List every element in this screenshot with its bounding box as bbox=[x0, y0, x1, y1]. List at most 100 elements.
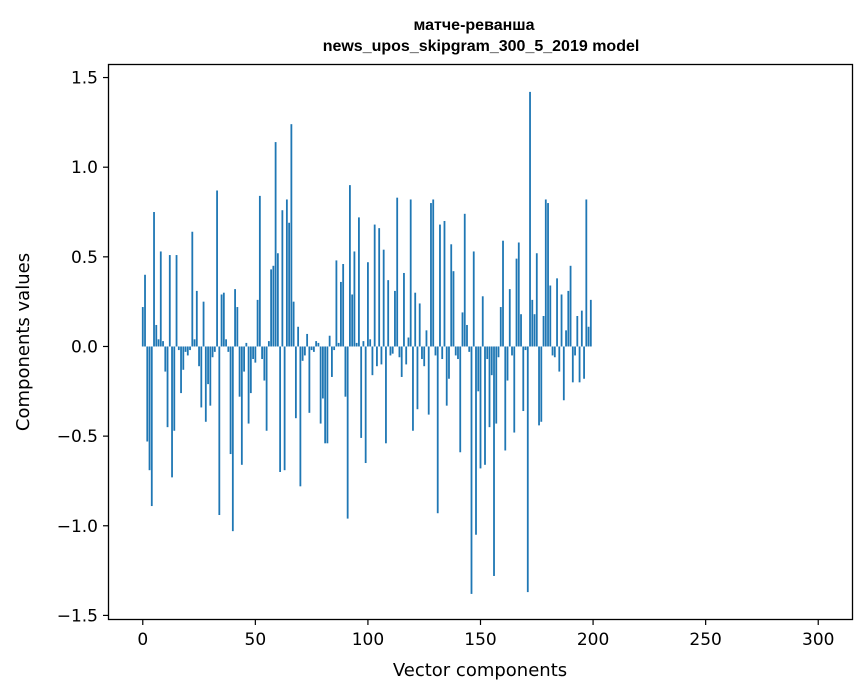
bar bbox=[468, 346, 471, 352]
plot-area-frame bbox=[107, 63, 854, 621]
bar bbox=[445, 346, 448, 406]
bar bbox=[421, 346, 423, 360]
bar bbox=[360, 346, 363, 438]
bar bbox=[497, 346, 500, 358]
bar bbox=[524, 346, 527, 351]
bar bbox=[587, 326, 590, 347]
bar bbox=[542, 316, 545, 347]
x-tick-label: 150 bbox=[464, 630, 496, 650]
bar bbox=[400, 346, 403, 377]
bar bbox=[321, 346, 324, 399]
bar bbox=[299, 346, 302, 487]
bar bbox=[461, 312, 464, 347]
bar bbox=[157, 339, 160, 347]
bar bbox=[470, 346, 473, 594]
y-tick-label: 0.0 bbox=[71, 337, 98, 357]
bar bbox=[436, 346, 439, 514]
bar bbox=[556, 278, 558, 347]
bar bbox=[439, 224, 441, 347]
bar bbox=[450, 244, 453, 347]
bar bbox=[175, 255, 178, 347]
bar bbox=[551, 346, 554, 356]
bar bbox=[285, 199, 288, 347]
bar bbox=[538, 346, 540, 426]
bar bbox=[312, 346, 315, 352]
bar bbox=[430, 203, 432, 347]
bar bbox=[569, 265, 572, 347]
bar bbox=[164, 346, 167, 372]
bar bbox=[155, 324, 158, 347]
bar bbox=[565, 330, 567, 347]
bar bbox=[508, 289, 511, 347]
bar bbox=[380, 346, 383, 365]
bar bbox=[218, 346, 221, 516]
bar bbox=[337, 342, 340, 347]
bar bbox=[211, 346, 214, 358]
bar bbox=[378, 228, 381, 347]
bar bbox=[549, 285, 552, 347]
bar bbox=[274, 142, 277, 347]
bar bbox=[463, 213, 466, 347]
bar bbox=[371, 346, 374, 376]
x-tick-label: 300 bbox=[802, 630, 834, 650]
bar bbox=[245, 342, 248, 347]
bar bbox=[261, 346, 263, 360]
bar bbox=[213, 346, 216, 352]
bar bbox=[344, 346, 347, 397]
bar bbox=[279, 346, 282, 472]
bar bbox=[310, 346, 313, 351]
bar bbox=[249, 346, 252, 394]
bar bbox=[499, 307, 502, 347]
bar bbox=[385, 346, 387, 444]
bar bbox=[583, 346, 585, 379]
y-tick-label: 0.5 bbox=[71, 248, 98, 268]
bar bbox=[562, 346, 565, 401]
bar bbox=[331, 346, 333, 377]
bar bbox=[452, 271, 455, 347]
bar bbox=[342, 264, 345, 347]
y-tick-label: 1.0 bbox=[71, 158, 98, 178]
bar bbox=[168, 255, 171, 347]
bar bbox=[403, 272, 405, 347]
bar bbox=[490, 346, 493, 376]
bar bbox=[191, 231, 194, 347]
bar bbox=[574, 346, 576, 356]
bar bbox=[475, 346, 477, 535]
bar bbox=[540, 346, 543, 422]
bar bbox=[243, 346, 245, 372]
bar bbox=[209, 346, 212, 406]
bar bbox=[517, 242, 520, 347]
bar bbox=[567, 290, 570, 347]
x-axis-ticks: 0 50 100 150 200 250 300 bbox=[137, 619, 834, 650]
bar bbox=[387, 280, 390, 347]
bar bbox=[369, 339, 372, 347]
y-axis-ticks: 1.5 1.0 0.5 0.0 −0.5 −1.0 −1.5 bbox=[57, 69, 109, 626]
bar bbox=[198, 346, 200, 367]
bar bbox=[207, 346, 209, 385]
bar bbox=[389, 346, 392, 356]
bar bbox=[216, 190, 218, 347]
bar bbox=[484, 346, 486, 465]
bar bbox=[580, 310, 583, 347]
bar bbox=[391, 346, 394, 354]
bar bbox=[423, 346, 426, 367]
bar bbox=[466, 324, 468, 347]
bar bbox=[303, 346, 306, 356]
bar bbox=[520, 314, 522, 347]
bar bbox=[159, 251, 162, 347]
bar bbox=[276, 253, 279, 347]
bar bbox=[267, 341, 270, 347]
bar bbox=[288, 222, 291, 347]
chart-title-line-1: матче-реванша bbox=[414, 17, 535, 34]
bar bbox=[258, 195, 261, 347]
bar bbox=[504, 346, 507, 451]
bar bbox=[254, 346, 257, 363]
bar bbox=[585, 199, 588, 347]
bar bbox=[409, 199, 412, 347]
bar bbox=[495, 346, 498, 424]
bar bbox=[317, 342, 320, 347]
bar bbox=[477, 346, 480, 392]
bar bbox=[459, 346, 462, 453]
bar bbox=[443, 220, 446, 347]
bar bbox=[263, 346, 266, 381]
